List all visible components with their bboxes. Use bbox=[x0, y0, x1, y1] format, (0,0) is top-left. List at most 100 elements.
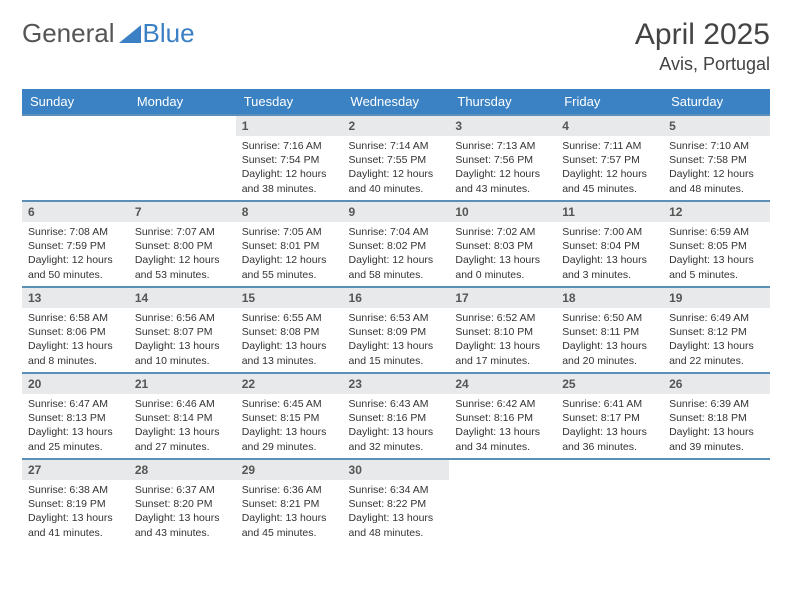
calendar-row: 27Sunrise: 6:38 AMSunset: 8:19 PMDayligh… bbox=[22, 459, 770, 545]
day-cell-21: 21Sunrise: 6:46 AMSunset: 8:14 PMDayligh… bbox=[129, 373, 236, 459]
sunrise-text: Sunrise: 6:59 AM bbox=[669, 225, 764, 239]
day-number: 24 bbox=[449, 374, 556, 394]
day-details: Sunrise: 6:38 AMSunset: 8:19 PMDaylight:… bbox=[22, 480, 129, 544]
day-number: 15 bbox=[236, 288, 343, 308]
day-cell-28: 28Sunrise: 6:37 AMSunset: 8:20 PMDayligh… bbox=[129, 459, 236, 545]
sunset-text: Sunset: 8:07 PM bbox=[135, 325, 230, 339]
day-details: Sunrise: 7:05 AMSunset: 8:01 PMDaylight:… bbox=[236, 222, 343, 286]
day-details: Sunrise: 6:55 AMSunset: 8:08 PMDaylight:… bbox=[236, 308, 343, 372]
daylight-text: Daylight: 12 hours bbox=[349, 253, 444, 267]
daylight-text: Daylight: 13 hours bbox=[242, 511, 337, 525]
daylight-text: Daylight: 12 hours bbox=[28, 253, 123, 267]
day-number: 27 bbox=[22, 460, 129, 480]
calendar-head: SundayMondayTuesdayWednesdayThursdayFrid… bbox=[22, 89, 770, 115]
day-cell-25: 25Sunrise: 6:41 AMSunset: 8:17 PMDayligh… bbox=[556, 373, 663, 459]
daylight-text: and 48 minutes. bbox=[669, 182, 764, 196]
daylight-text: Daylight: 13 hours bbox=[455, 425, 550, 439]
daylight-text: Daylight: 13 hours bbox=[669, 339, 764, 353]
day-details: Sunrise: 7:14 AMSunset: 7:55 PMDaylight:… bbox=[343, 136, 450, 200]
daylight-text: and 0 minutes. bbox=[455, 268, 550, 282]
sunrise-text: Sunrise: 7:02 AM bbox=[455, 225, 550, 239]
weekday-saturday: Saturday bbox=[663, 89, 770, 115]
daylight-text: Daylight: 13 hours bbox=[28, 425, 123, 439]
daylight-text: Daylight: 13 hours bbox=[669, 425, 764, 439]
daylight-text: Daylight: 12 hours bbox=[669, 167, 764, 181]
day-number: 23 bbox=[343, 374, 450, 394]
day-number: 25 bbox=[556, 374, 663, 394]
sunrise-text: Sunrise: 6:41 AM bbox=[562, 397, 657, 411]
daylight-text: and 27 minutes. bbox=[135, 440, 230, 454]
sunrise-text: Sunrise: 6:46 AM bbox=[135, 397, 230, 411]
daylight-text: Daylight: 12 hours bbox=[349, 167, 444, 181]
sunset-text: Sunset: 8:16 PM bbox=[455, 411, 550, 425]
weekday-row: SundayMondayTuesdayWednesdayThursdayFrid… bbox=[22, 89, 770, 115]
day-cell-24: 24Sunrise: 6:42 AMSunset: 8:16 PMDayligh… bbox=[449, 373, 556, 459]
daylight-text: Daylight: 12 hours bbox=[455, 167, 550, 181]
daylight-text: Daylight: 13 hours bbox=[562, 253, 657, 267]
daylight-text: and 39 minutes. bbox=[669, 440, 764, 454]
day-cell-12: 12Sunrise: 6:59 AMSunset: 8:05 PMDayligh… bbox=[663, 201, 770, 287]
daylight-text: and 32 minutes. bbox=[349, 440, 444, 454]
sunrise-text: Sunrise: 6:45 AM bbox=[242, 397, 337, 411]
calendar-row: 20Sunrise: 6:47 AMSunset: 8:13 PMDayligh… bbox=[22, 373, 770, 459]
daylight-text: and 58 minutes. bbox=[349, 268, 444, 282]
sunset-text: Sunset: 8:05 PM bbox=[669, 239, 764, 253]
daylight-text: Daylight: 13 hours bbox=[349, 425, 444, 439]
day-number: 28 bbox=[129, 460, 236, 480]
day-cell-1: 1Sunrise: 7:16 AMSunset: 7:54 PMDaylight… bbox=[236, 115, 343, 201]
empty-cell bbox=[556, 459, 663, 545]
daylight-text: Daylight: 13 hours bbox=[242, 339, 337, 353]
brand-part1: General bbox=[22, 18, 115, 49]
empty-cell bbox=[129, 115, 236, 201]
title-block: April 2025 Avis, Portugal bbox=[635, 18, 770, 75]
day-cell-13: 13Sunrise: 6:58 AMSunset: 8:06 PMDayligh… bbox=[22, 287, 129, 373]
day-details: Sunrise: 6:46 AMSunset: 8:14 PMDaylight:… bbox=[129, 394, 236, 458]
sunrise-text: Sunrise: 6:58 AM bbox=[28, 311, 123, 325]
logo-triangle-icon bbox=[119, 25, 141, 43]
day-cell-14: 14Sunrise: 6:56 AMSunset: 8:07 PMDayligh… bbox=[129, 287, 236, 373]
day-details: Sunrise: 6:36 AMSunset: 8:21 PMDaylight:… bbox=[236, 480, 343, 544]
daylight-text: and 17 minutes. bbox=[455, 354, 550, 368]
sunset-text: Sunset: 8:20 PM bbox=[135, 497, 230, 511]
day-details: Sunrise: 6:59 AMSunset: 8:05 PMDaylight:… bbox=[663, 222, 770, 286]
calendar-row: 13Sunrise: 6:58 AMSunset: 8:06 PMDayligh… bbox=[22, 287, 770, 373]
sunset-text: Sunset: 8:09 PM bbox=[349, 325, 444, 339]
daylight-text: and 38 minutes. bbox=[242, 182, 337, 196]
day-details: Sunrise: 7:04 AMSunset: 8:02 PMDaylight:… bbox=[343, 222, 450, 286]
day-details: Sunrise: 7:08 AMSunset: 7:59 PMDaylight:… bbox=[22, 222, 129, 286]
daylight-text: and 45 minutes. bbox=[562, 182, 657, 196]
sunrise-text: Sunrise: 7:14 AM bbox=[349, 139, 444, 153]
page-header: General Blue April 2025 Avis, Portugal bbox=[22, 18, 770, 75]
day-number: 1 bbox=[236, 116, 343, 136]
day-cell-30: 30Sunrise: 6:34 AMSunset: 8:22 PMDayligh… bbox=[343, 459, 450, 545]
calendar-row: 1Sunrise: 7:16 AMSunset: 7:54 PMDaylight… bbox=[22, 115, 770, 201]
day-details: Sunrise: 7:10 AMSunset: 7:58 PMDaylight:… bbox=[663, 136, 770, 200]
day-number: 2 bbox=[343, 116, 450, 136]
daylight-text: and 43 minutes. bbox=[135, 526, 230, 540]
sunrise-text: Sunrise: 6:36 AM bbox=[242, 483, 337, 497]
sunset-text: Sunset: 8:10 PM bbox=[455, 325, 550, 339]
day-details: Sunrise: 6:58 AMSunset: 8:06 PMDaylight:… bbox=[22, 308, 129, 372]
day-number: 17 bbox=[449, 288, 556, 308]
day-details: Sunrise: 6:56 AMSunset: 8:07 PMDaylight:… bbox=[129, 308, 236, 372]
sunrise-text: Sunrise: 6:55 AM bbox=[242, 311, 337, 325]
day-details: Sunrise: 6:53 AMSunset: 8:09 PMDaylight:… bbox=[343, 308, 450, 372]
day-cell-19: 19Sunrise: 6:49 AMSunset: 8:12 PMDayligh… bbox=[663, 287, 770, 373]
daylight-text: and 15 minutes. bbox=[349, 354, 444, 368]
sunrise-text: Sunrise: 6:43 AM bbox=[349, 397, 444, 411]
day-number: 19 bbox=[663, 288, 770, 308]
weekday-wednesday: Wednesday bbox=[343, 89, 450, 115]
sunset-text: Sunset: 8:00 PM bbox=[135, 239, 230, 253]
day-number: 21 bbox=[129, 374, 236, 394]
daylight-text: and 13 minutes. bbox=[242, 354, 337, 368]
day-cell-22: 22Sunrise: 6:45 AMSunset: 8:15 PMDayligh… bbox=[236, 373, 343, 459]
daylight-text: and 53 minutes. bbox=[135, 268, 230, 282]
sunset-text: Sunset: 7:55 PM bbox=[349, 153, 444, 167]
sunset-text: Sunset: 8:21 PM bbox=[242, 497, 337, 511]
daylight-text: Daylight: 12 hours bbox=[562, 167, 657, 181]
daylight-text: and 25 minutes. bbox=[28, 440, 123, 454]
day-cell-10: 10Sunrise: 7:02 AMSunset: 8:03 PMDayligh… bbox=[449, 201, 556, 287]
sunset-text: Sunset: 8:18 PM bbox=[669, 411, 764, 425]
daylight-text: and 41 minutes. bbox=[28, 526, 123, 540]
daylight-text: Daylight: 13 hours bbox=[562, 339, 657, 353]
